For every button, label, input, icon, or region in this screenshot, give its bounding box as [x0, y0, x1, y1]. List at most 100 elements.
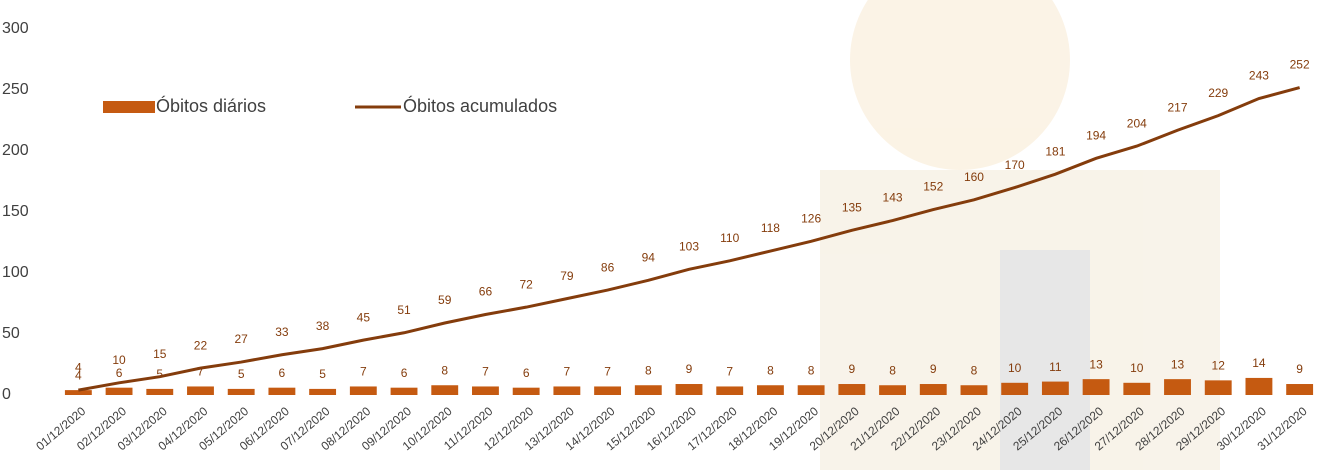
legend-label: Óbitos acumulados: [403, 95, 557, 116]
data-label: 118: [761, 221, 780, 235]
bar: [676, 384, 703, 395]
data-label: 10: [112, 353, 126, 367]
data-label: 13: [1171, 357, 1185, 371]
bar: [757, 385, 784, 395]
bar: [716, 386, 743, 395]
data-label: 160: [964, 170, 984, 184]
bar: [838, 384, 865, 395]
legend-label: Óbitos diários: [156, 95, 266, 116]
bar: [1205, 380, 1232, 395]
data-label: 229: [1208, 86, 1228, 100]
data-label: 135: [842, 200, 862, 214]
data-label: 72: [519, 277, 533, 291]
data-label: 66: [479, 285, 493, 299]
data-label: 7: [726, 365, 733, 379]
data-label: 7: [360, 365, 367, 379]
data-label: 8: [971, 363, 978, 377]
bar: [1286, 384, 1313, 395]
data-label: 7: [564, 365, 571, 379]
chart: 05010015020025030001/12/202002/12/202003…: [0, 0, 1331, 470]
data-label: 103: [679, 240, 699, 254]
data-label: 6: [523, 366, 530, 380]
y-tick-label: 0: [2, 386, 11, 403]
y-tick-label: 300: [2, 20, 29, 37]
bar: [350, 386, 377, 395]
bar: [1123, 383, 1150, 395]
data-label: 10: [1130, 361, 1144, 375]
data-label: 8: [808, 363, 815, 377]
bar: [391, 388, 418, 395]
data-label: 59: [438, 293, 452, 307]
data-label: 15: [153, 347, 167, 361]
data-label: 9: [848, 362, 855, 376]
y-tick-label: 100: [2, 264, 29, 281]
data-label: 143: [883, 191, 903, 205]
data-label: 7: [482, 365, 489, 379]
data-label: 86: [601, 260, 615, 274]
bar: [228, 389, 255, 395]
y-tick-label: 250: [2, 81, 29, 98]
data-label: 14: [1252, 356, 1266, 370]
bar: [879, 385, 906, 395]
bar: [1164, 379, 1191, 395]
data-label: 79: [560, 269, 574, 283]
data-label: 4: [75, 360, 82, 374]
data-label: 8: [767, 363, 774, 377]
data-label: 9: [930, 362, 937, 376]
data-label: 8: [645, 363, 652, 377]
data-label: 6: [401, 366, 408, 380]
data-label: 152: [923, 180, 943, 194]
data-label: 13: [1089, 357, 1103, 371]
bar: [961, 385, 988, 395]
data-label: 8: [889, 363, 896, 377]
bar: [309, 389, 336, 395]
data-label: 9: [686, 362, 693, 376]
data-label: 22: [194, 338, 208, 352]
bar: [594, 386, 621, 395]
legend-item: Óbitos diários: [103, 95, 266, 116]
bar: [187, 386, 214, 395]
bar: [65, 390, 92, 395]
data-label: 7: [604, 365, 611, 379]
data-label: 51: [397, 303, 411, 317]
legend-swatch: [103, 101, 155, 113]
data-label: 94: [642, 250, 656, 264]
bar: [472, 386, 499, 395]
data-label: 5: [156, 367, 163, 381]
data-label: 110: [720, 231, 739, 245]
bar: [1083, 379, 1110, 395]
data-label: 181: [1045, 144, 1065, 158]
bar: [798, 385, 825, 395]
bar: [635, 385, 662, 395]
bar: [513, 388, 540, 395]
data-label: 6: [279, 366, 286, 380]
data-label: 38: [316, 319, 330, 333]
data-label: 5: [319, 367, 326, 381]
data-label: 5: [238, 367, 245, 381]
data-label: 217: [1168, 100, 1188, 114]
bar: [106, 388, 133, 395]
bar: [1246, 378, 1273, 395]
data-label: 204: [1127, 116, 1147, 130]
data-label: 27: [235, 332, 249, 346]
y-tick-label: 200: [2, 142, 29, 159]
legend-item: Óbitos acumulados: [355, 95, 557, 116]
bar: [1042, 382, 1069, 395]
bar: [920, 384, 947, 395]
y-tick-label: 150: [2, 203, 29, 220]
bar: [553, 386, 580, 395]
data-label: 33: [275, 325, 289, 339]
bar: [146, 389, 173, 395]
bar: [268, 388, 295, 395]
bar: [1001, 383, 1028, 395]
data-label: 11: [1049, 360, 1062, 374]
data-label: 12: [1212, 359, 1226, 373]
data-label: 9: [1296, 362, 1303, 376]
bar: [431, 385, 458, 395]
data-label: 6: [116, 366, 123, 380]
data-label: 8: [441, 363, 448, 377]
data-label: 194: [1086, 128, 1106, 142]
y-tick-label: 50: [2, 325, 20, 342]
data-label: 126: [801, 211, 821, 225]
data-label: 252: [1290, 58, 1310, 72]
